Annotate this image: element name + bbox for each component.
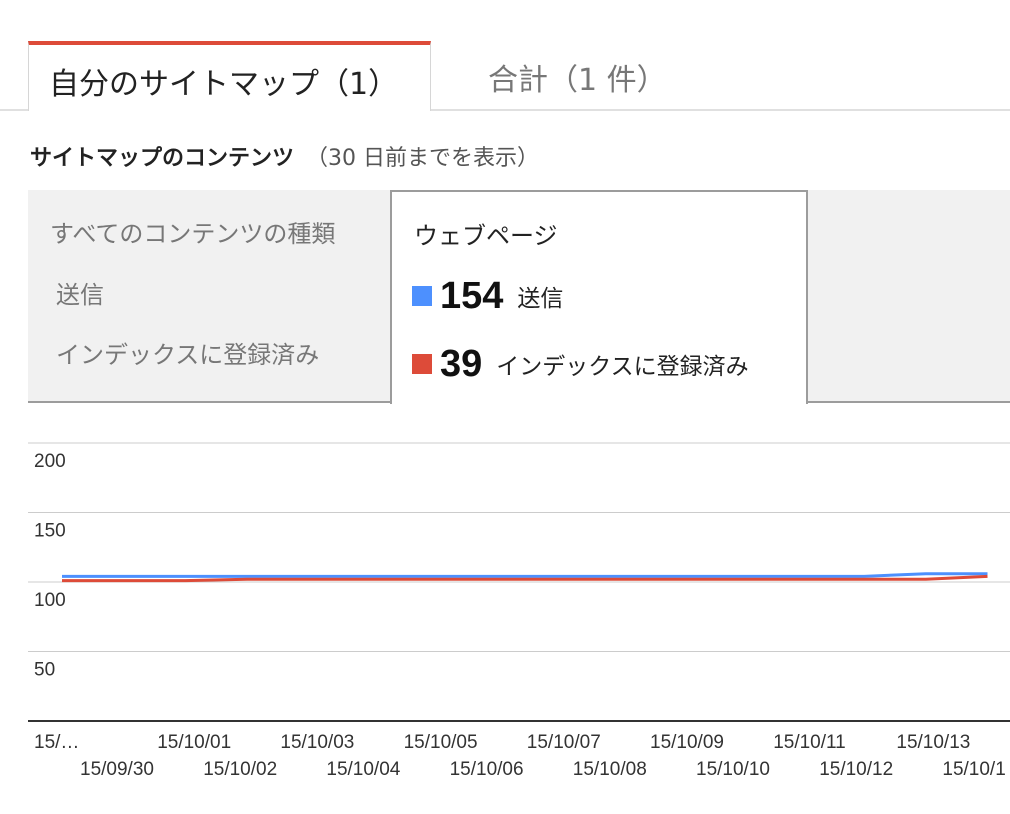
indexed-label: インデックスに登録済み	[496, 354, 749, 380]
tab-all[interactable]: 合計（1 件）	[488, 63, 667, 98]
y-tick-label-100: 100	[34, 590, 66, 611]
section-title-text: サイトマップのコンテンツ	[30, 146, 295, 171]
sitemap-tabs: 自分のサイトマップ（1） 合計（1 件）	[0, 0, 1010, 112]
indexed-metric: 39 インデックスに登録済み	[412, 342, 749, 386]
x-tick-label: 15/09/30	[80, 759, 154, 780]
y-tick-label-200: 200	[34, 451, 66, 472]
y-tick-label-50: 50	[34, 660, 55, 681]
indexed-count: 39	[440, 342, 483, 385]
x-tick-label: 15/10/06	[450, 759, 524, 780]
series-line-0	[62, 572, 988, 578]
web-pages-tab[interactable]: ウェブページ 154 送信 39 インデックスに登録済み	[390, 190, 808, 404]
content-type-submitted[interactable]: 送信	[56, 281, 104, 309]
x-tick-label: 15/10/07	[527, 732, 601, 753]
submitted-legend-swatch	[412, 286, 432, 306]
x-tick-label: 15/10/13	[896, 732, 970, 753]
x-tick-label: 15/10/02	[203, 759, 277, 780]
submitted-metric: 154 送信	[412, 274, 563, 318]
x-tick-label: 15/10/04	[326, 759, 400, 780]
section-title: サイトマップのコンテンツ （30 日前までを表示）	[30, 140, 539, 172]
y-tick-label-150: 150	[34, 521, 66, 542]
x-tick-label: 15/10/12	[819, 759, 893, 780]
x-tick-label: 15/10/03	[280, 732, 354, 753]
section-subtitle: （30 日前までを表示）	[306, 146, 540, 171]
content-type-indexed[interactable]: インデックスに登録済み	[56, 341, 320, 369]
x-tick-label: 15/10/11	[773, 732, 846, 753]
x-tick-label: 15/10/10	[696, 759, 770, 780]
x-tick-label: 15/10/09	[650, 732, 724, 753]
submitted-count: 154	[440, 274, 504, 317]
submitted-label: 送信	[517, 286, 564, 312]
tab-my-sitemaps[interactable]: 自分のサイトマップ（1）	[28, 41, 431, 111]
x-tick-label: 15/10/08	[573, 759, 647, 780]
web-pages-title: ウェブページ	[414, 222, 558, 250]
tab-my-sitemaps-label: 自分のサイトマップ（1）	[49, 67, 399, 102]
x-tick-label: 15/10/01	[157, 732, 231, 753]
tabs-divider	[0, 109, 1010, 111]
x-tick-label: 15/10/05	[404, 732, 478, 753]
x-tick-label: 15/…	[34, 732, 79, 753]
content-type-all[interactable]: すべてのコンテンツの種類	[50, 220, 336, 248]
indexed-legend-swatch	[412, 354, 432, 374]
x-tick-label: 15/10/1	[942, 759, 1005, 780]
series-line-1	[62, 574, 988, 583]
